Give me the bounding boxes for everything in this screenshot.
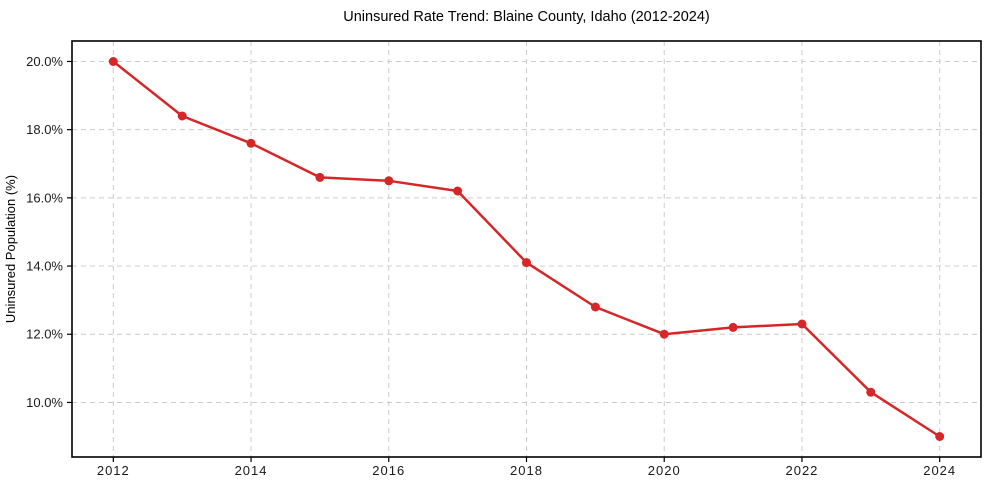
gridlines xyxy=(72,41,981,457)
x-tick-label: 2024 xyxy=(923,463,956,478)
data-point-marker xyxy=(797,319,807,329)
y-tick-label: 14.0% xyxy=(26,259,63,274)
y-tick-label: 12.0% xyxy=(26,327,63,342)
data-point-marker xyxy=(935,432,945,441)
data-point-marker xyxy=(590,302,600,312)
plot-border xyxy=(71,40,982,458)
x-tick-label: 2022 xyxy=(785,463,818,478)
y-tick-label: 20.0% xyxy=(26,54,63,69)
data-point-marker xyxy=(659,329,669,339)
data-point-marker xyxy=(108,57,118,66)
axes: 2012 2014 2016 2018 2020 2022 2024 10.0% 12.0% 14… xyxy=(26,40,982,478)
y-tick-label: 10.0% xyxy=(26,395,63,410)
y-tick-label: 18.0% xyxy=(26,122,63,137)
data-point-marker xyxy=(315,172,325,182)
chart-title: Uninsured Rate Trend: Blaine County, Ida… xyxy=(343,9,710,25)
data-point-marker xyxy=(522,258,531,268)
data-point-marker xyxy=(453,186,463,196)
y-tick-label: 16.0% xyxy=(26,190,63,205)
x-tick-label: 2016 xyxy=(372,463,405,478)
x-tick-label: 2012 xyxy=(97,463,130,478)
x-tick-label: 2020 xyxy=(648,463,681,478)
data-point-marker xyxy=(866,387,876,397)
data-point-marker xyxy=(177,111,187,121)
data-point-marker xyxy=(728,322,738,332)
x-tick-label: 2018 xyxy=(510,463,543,478)
data-point-marker xyxy=(384,176,394,186)
x-tick-label: 2014 xyxy=(235,463,268,478)
data-point-marker xyxy=(246,138,256,148)
trend-line-series xyxy=(108,57,945,441)
y-axis-label: Uninsured Population (%) xyxy=(3,175,18,323)
